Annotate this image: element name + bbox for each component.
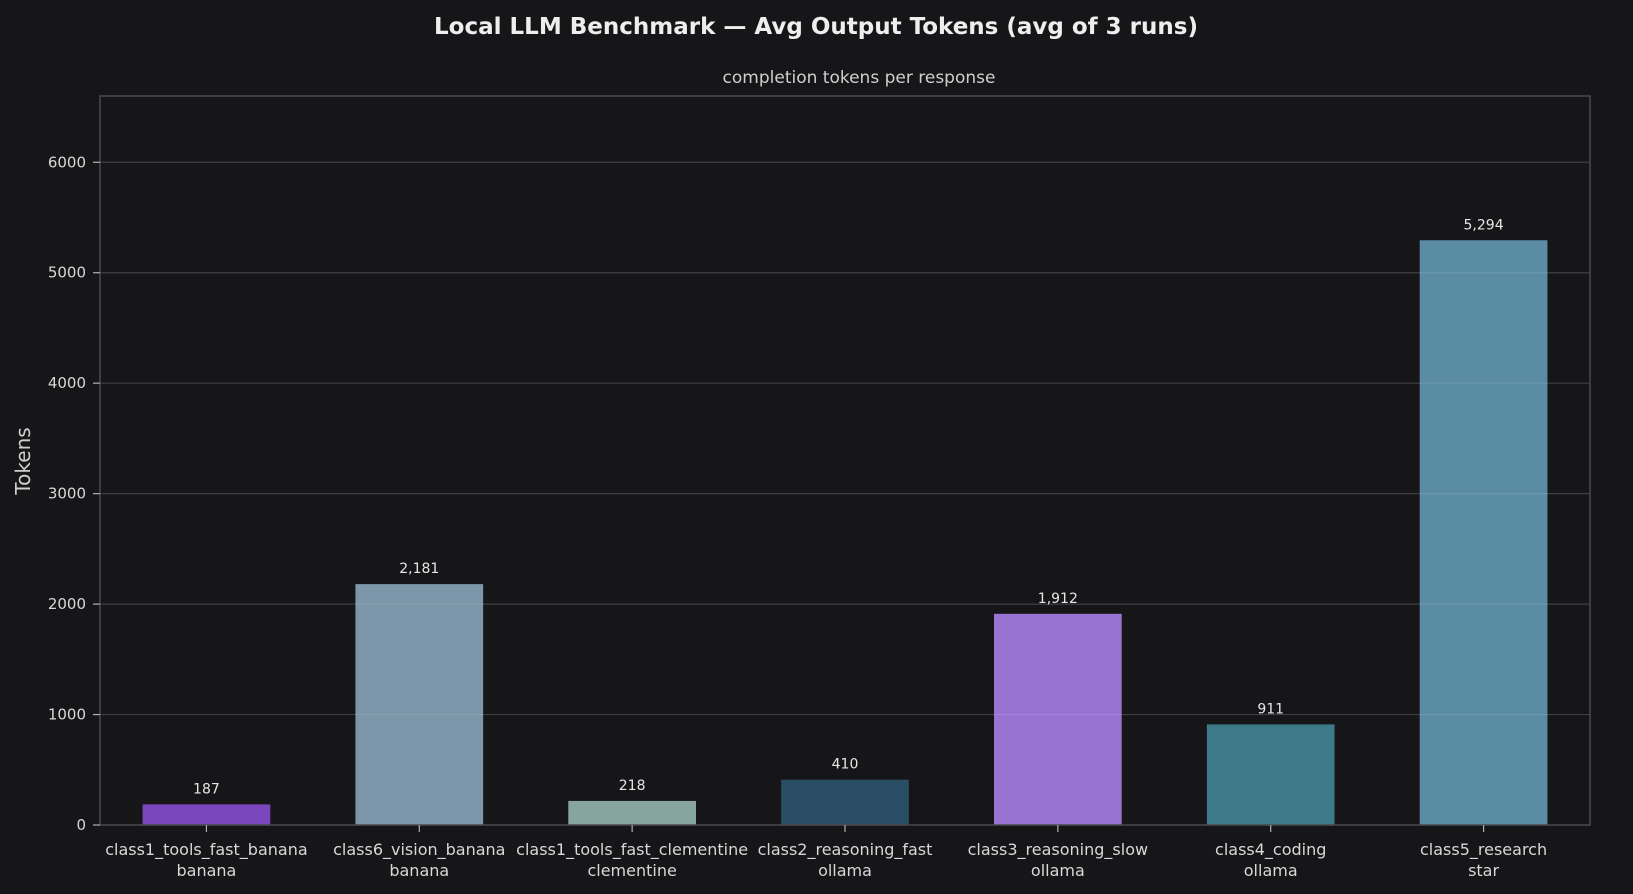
bars [142,240,1548,825]
x-tick-label: class3_reasoning_slow [968,840,1148,860]
bar [1419,240,1548,825]
y-tick-label: 6000 [48,153,86,171]
x-tick-label: clementine [587,861,676,880]
x-tick-label: ollama [1244,861,1298,880]
plot-frame [99,95,1591,826]
x-tick-label: banana [389,861,449,880]
bar-value-label: 1,912 [1038,591,1078,607]
x-tick-label: class2_reasoning_fast [758,840,933,860]
grid-lines [100,161,1590,716]
bar-value-label: 5,294 [1464,217,1504,233]
bar-value-label: 911 [1257,701,1284,717]
x-tick-label: class1_tools_fast_banana [105,840,307,860]
bar [142,804,271,825]
x-tick-label: class4_coding [1215,840,1326,860]
bar [568,800,696,825]
bar [994,613,1122,825]
bar-value-label: 410 [832,757,859,773]
plot-border [99,95,1591,826]
x-tick-label: class1_tools_fast_clementine [516,840,748,860]
y-axis-ticks: 0 1000 2000 3000 4000 5000 6000 [48,153,100,834]
y-tick-label: 5000 [48,264,86,282]
x-tick-label: class6_vision_banana [333,840,505,860]
x-tick-label: ollama [1031,861,1085,880]
x-tick-label: star [1468,861,1499,880]
bar [781,779,909,825]
y-tick-label: 3000 [48,485,86,503]
bar [1206,724,1335,825]
x-tick-label: banana [176,861,236,880]
data-labels: 187 2,181 218 410 1,912 911 5,294 [193,217,1504,797]
bar-value-label: 218 [619,778,646,794]
bar-value-label: 187 [193,781,220,797]
x-tick-label: class5_research [1420,840,1547,860]
y-tick-label: 0 [76,816,86,834]
bar-value-label: 2,181 [399,561,439,577]
x-axis-ticks: class1_tools_fast_bananabananaclass6_vis… [105,825,1547,880]
y-tick-label: 1000 [48,706,86,724]
bar [355,584,484,825]
chart-subtitle: completion tokens per response [723,68,996,88]
y-tick-label: 4000 [48,374,86,392]
y-tick-label: 2000 [48,595,86,613]
y-axis-label: Tokens [11,427,35,495]
x-tick-label: ollama [818,861,872,880]
chart-title: Local LLM Benchmark — Avg Output Tokens … [434,14,1198,40]
